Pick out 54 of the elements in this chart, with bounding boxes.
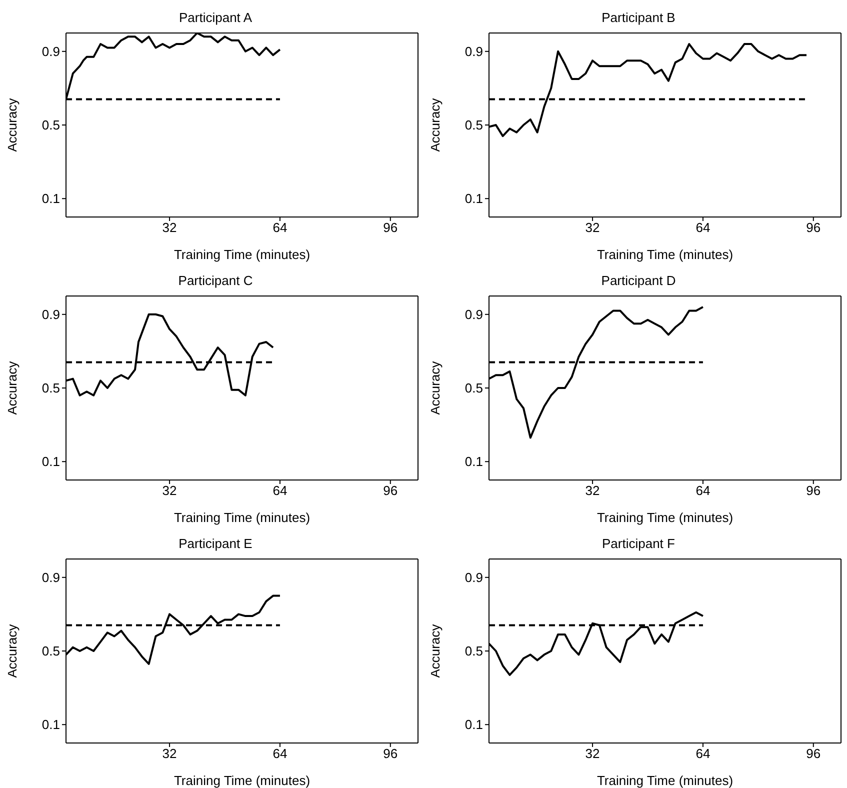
x-tick-label: 32 [162, 483, 177, 498]
y-tick-label: 0.1 [464, 191, 483, 206]
x-tick-label: 64 [696, 220, 710, 236]
y-axis-title: Accuracy [428, 624, 443, 678]
y-axis-title: Accuracy [4, 98, 20, 152]
x-axis-title: Training Time (minutes) [596, 773, 734, 788]
y-tick-label: 0.9 [42, 307, 60, 322]
y-axis-title: Accuracy [428, 98, 443, 152]
x-tick-label: 64 [696, 483, 710, 498]
x-tick-label: 96 [383, 746, 398, 762]
y-tick-label: 0.1 [42, 191, 60, 206]
y-tick-label: 0.9 [42, 570, 60, 586]
x-axis-title: Training Time (minutes) [174, 247, 310, 262]
x-tick-label: 96 [806, 746, 821, 762]
x-axis-title: Training Time (minutes) [174, 773, 310, 788]
y-tick-label: 0.9 [42, 44, 60, 60]
y-tick-label: 0.9 [464, 44, 483, 60]
y-axis-title: Accuracy [428, 360, 443, 415]
x-tick-label: 64 [272, 220, 288, 236]
x-tick-label: 32 [585, 483, 600, 498]
x-tick-label: 64 [272, 746, 288, 762]
y-tick-label: 0.1 [464, 454, 483, 470]
y-tick-label: 0.5 [464, 380, 483, 396]
chart-title: Participant A [178, 9, 253, 27]
x-tick-label: 96 [806, 220, 821, 236]
x-tick-label: 32 [162, 220, 177, 236]
y-tick-label: 0.5 [42, 380, 60, 396]
y-tick-label: 0.5 [464, 644, 483, 659]
y-tick-label: 0.1 [42, 454, 60, 470]
y-tick-label: 0.5 [464, 118, 483, 133]
chart-title: Participant D [600, 272, 677, 290]
x-tick-label: 32 [162, 746, 177, 762]
x-tick-label: 64 [696, 746, 710, 762]
chart-title: Participant F [601, 535, 676, 553]
x-axis-title: Training Time (minutes) [596, 510, 734, 525]
y-tick-label: 0.9 [464, 570, 483, 586]
x-tick-label: 32 [585, 746, 600, 762]
x-tick-label: 96 [383, 483, 398, 498]
x-tick-label: 32 [585, 220, 600, 236]
x-axis-title: Training Time (minutes) [174, 510, 310, 525]
chart-title: Participant B [600, 9, 676, 27]
y-tick-label: 0.5 [42, 644, 60, 659]
chart-title: Participant C [177, 272, 254, 290]
y-tick-label: 0.1 [464, 717, 483, 732]
x-tick-label: 96 [383, 220, 398, 236]
chart-title: Participant E [178, 535, 254, 553]
y-axis-title: Accuracy [4, 360, 20, 415]
x-axis-title: Training Time (minutes) [596, 247, 734, 262]
y-tick-label: 0.9 [464, 307, 483, 322]
x-tick-label: 64 [272, 483, 288, 498]
x-tick-label: 96 [806, 483, 821, 498]
y-axis-title: Accuracy [4, 624, 20, 678]
y-tick-label: 0.1 [42, 717, 60, 732]
y-tick-label: 0.5 [42, 118, 60, 133]
